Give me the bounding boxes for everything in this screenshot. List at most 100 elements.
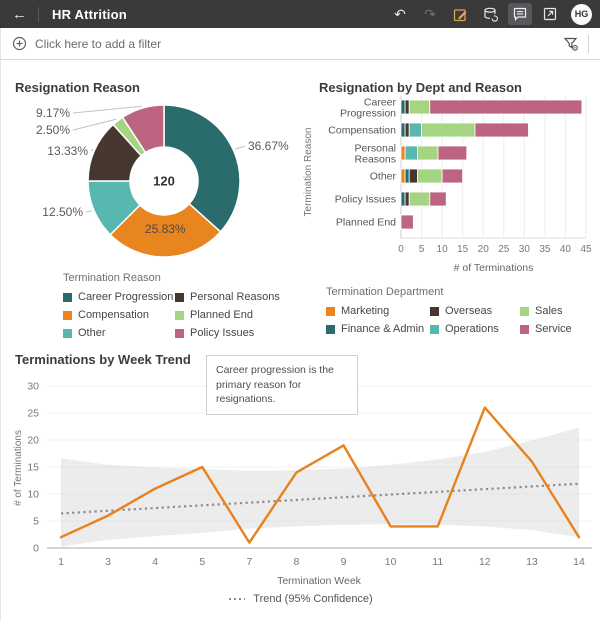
undo-button[interactable]: ↶	[388, 3, 412, 25]
line-x-tick: 4	[152, 556, 158, 568]
bar-segment-personal-reasons-operations[interactable]	[404, 145, 418, 161]
annotation-box[interactable]: Career progression is the primary reason…	[206, 355, 358, 416]
line-x-tick: 12	[479, 556, 491, 568]
legend-item-other[interactable]: Other	[63, 327, 175, 339]
terminations-line[interactable]	[59, 406, 581, 544]
legend-swatch-service	[520, 324, 529, 334]
bar-segment-other-overseas[interactable]	[408, 168, 418, 184]
bar-x-tick: 40	[560, 244, 572, 255]
legend-item-operations[interactable]: Operations	[430, 323, 520, 335]
donut-slice-policy-issues[interactable]	[121, 104, 165, 154]
legend-label: Policy Issues	[190, 327, 255, 339]
bar-segment-policy-issues-service[interactable]	[429, 191, 447, 207]
legend-item-compensation[interactable]: Compensation	[63, 309, 175, 321]
donut-center-total: 120	[153, 174, 175, 189]
redo-icon: ↷	[424, 5, 436, 22]
dept-legend: Termination Department Marketing Overseas…	[326, 286, 572, 335]
refresh-data-button[interactable]	[478, 3, 502, 25]
dashboard-canvas: Resignation Reason 36.67% 25.83% 12.50% 13.…	[0, 60, 600, 620]
donut-slice-compensation[interactable]	[109, 202, 222, 258]
line-x-tick: 10	[385, 556, 397, 568]
open-in-new-button[interactable]	[538, 3, 562, 25]
user-avatar[interactable]: HG	[571, 3, 592, 25]
bar-x-tick: 45	[580, 244, 592, 255]
reason-legend: Termination Reason Career Progression Per…	[63, 272, 280, 339]
bar-segment-compensation-service[interactable]	[474, 122, 529, 138]
line-x-tick: 3	[105, 556, 111, 568]
bar-segment-personal-reasons-service[interactable]	[437, 145, 468, 161]
comments-button[interactable]	[508, 3, 532, 25]
bar-segment-other-sales[interactable]	[417, 168, 443, 184]
line-x-tick: 11	[432, 556, 443, 568]
reason-legend-title: Termination Reason	[63, 272, 161, 284]
bar-segment-compensation-sales[interactable]	[421, 122, 476, 138]
legend-label: Career Progression	[78, 291, 174, 303]
bar-x-tick: 30	[519, 244, 531, 255]
legend-label: Planned End	[190, 309, 253, 321]
trend-dotted-icon	[229, 598, 246, 600]
bar-segment-planned-end-service[interactable]	[400, 214, 414, 230]
redo-button[interactable]: ↷	[418, 3, 442, 25]
edit-pencil-icon	[453, 8, 467, 21]
line-chart-title: Terminations by Week Trend	[15, 352, 191, 367]
bar-segment-compensation-overseas[interactable]	[404, 122, 410, 138]
line-y-tick: 15	[27, 462, 39, 474]
bar-segment-compensation-operations[interactable]	[408, 122, 422, 138]
filter-settings-icon[interactable]	[563, 36, 579, 52]
trend-legend[interactable]: Trend (95% Confidence)	[1, 593, 600, 605]
bar-segment-other-marketing[interactable]	[400, 168, 406, 184]
bar-segment-compensation-finance-admin[interactable]	[400, 122, 406, 138]
legend-item-sales[interactable]: Sales	[520, 305, 572, 317]
legend-item-career-progression[interactable]: Career Progression	[63, 291, 175, 303]
line-x-tick: 8	[294, 556, 300, 568]
bar-segment-career-progression-service[interactable]	[429, 99, 583, 115]
legend-item-marketing[interactable]: Marketing	[326, 305, 430, 317]
bar-segment-personal-reasons-marketing[interactable]	[400, 145, 406, 161]
filter-bar[interactable]: Click here to add a filter	[0, 28, 600, 60]
legend-swatch-overseas	[430, 306, 439, 316]
bar-segment-policy-issues-overseas[interactable]	[404, 191, 410, 207]
bar-segment-policy-issues-sales[interactable]	[408, 191, 431, 207]
legend-item-planned-end[interactable]: Planned End	[175, 309, 280, 321]
line-y-tick: 25	[27, 408, 39, 420]
donut-label-career-progression: 36.67%	[248, 139, 289, 153]
donut-slice-career-progression[interactable]	[163, 104, 241, 233]
trend-line[interactable]	[60, 482, 580, 515]
legend-label: Other	[78, 327, 106, 339]
back-button[interactable]: ←	[8, 7, 31, 22]
line-x-tick: 9	[341, 556, 347, 568]
legend-swatch-sales	[520, 306, 529, 316]
app-header: ← HR Attrition ↶ ↷ HG	[0, 0, 600, 28]
edit-button[interactable]	[448, 3, 472, 25]
bar-category-label: Policy Issues	[335, 194, 396, 206]
bar-segment-personal-reasons-sales[interactable]	[417, 145, 439, 161]
legend-item-overseas[interactable]: Overseas	[430, 305, 520, 317]
bar-segment-career-progression-overseas[interactable]	[404, 99, 410, 115]
bar-x-tick: 0	[398, 244, 404, 255]
line-x-tick: 14	[573, 556, 585, 568]
dept-legend-items: Marketing Overseas Sales Finance & Admin Ope…	[326, 305, 572, 335]
legend-swatch-marketing	[326, 306, 335, 316]
legend-label: Compensation	[78, 309, 149, 321]
bar-segment-policy-issues-finance-admin[interactable]	[400, 191, 406, 207]
legend-item-policy-issues[interactable]: Policy Issues	[175, 327, 280, 339]
bar-segment-other-finance-admin[interactable]	[404, 168, 410, 184]
donut-leader-line	[72, 105, 142, 114]
line-y-tick: 10	[27, 489, 39, 501]
bar-x-tick: 10	[437, 244, 449, 255]
legend-item-finance-admin[interactable]: Finance & Admin	[326, 323, 430, 335]
donut-chart: 36.67% 25.83% 12.50% 13.33% 2.50% 9.17% 120	[36, 104, 289, 258]
bar-segment-career-progression-finance-admin[interactable]	[400, 99, 406, 115]
legend-item-personal-reasons[interactable]: Personal Reasons	[175, 291, 280, 303]
header-actions: ↶ ↷ HG	[388, 3, 592, 25]
legend-label: Marketing	[341, 305, 390, 317]
bar-category-label: Career	[364, 97, 397, 109]
undo-icon: ↶	[394, 5, 406, 22]
bar-segment-other-service[interactable]	[441, 168, 464, 184]
bar-segment-career-progression-sales[interactable]	[408, 99, 431, 115]
legend-item-service[interactable]: Service	[520, 323, 572, 335]
bar-x-tick: 15	[457, 244, 469, 255]
bar-category-label: Other	[370, 171, 397, 183]
